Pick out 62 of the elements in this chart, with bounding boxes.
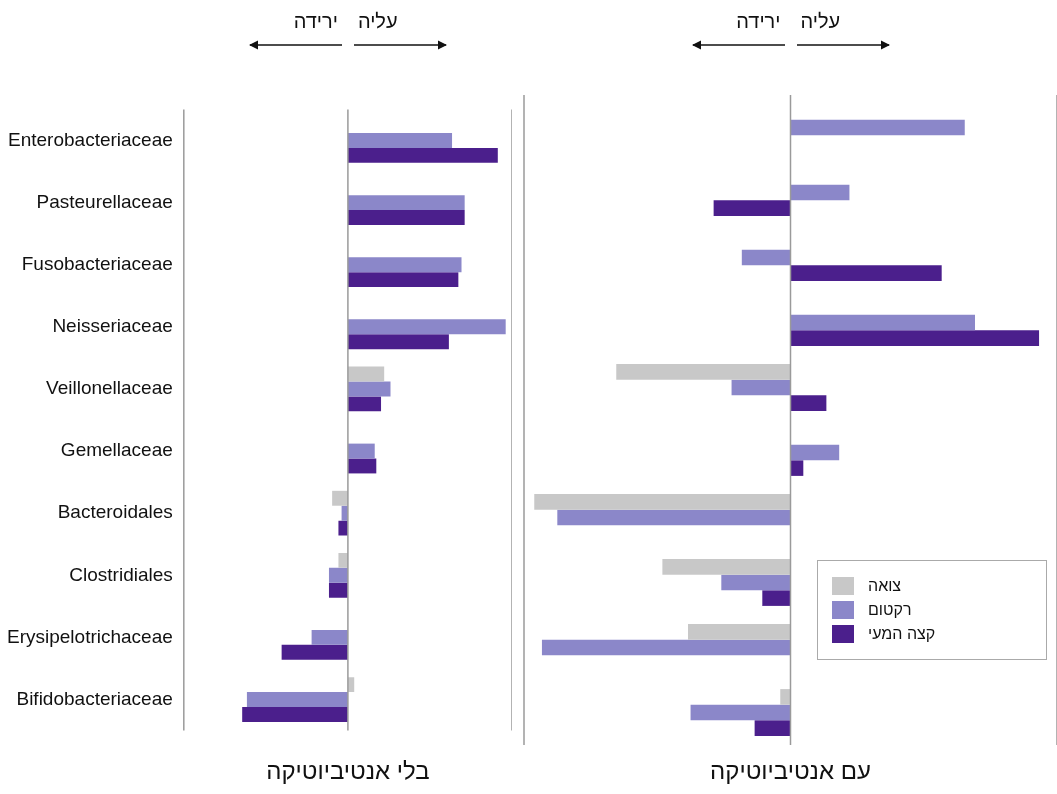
bar	[347, 147, 498, 163]
bar	[662, 559, 791, 575]
bar	[790, 395, 827, 411]
y-tick-label: Fusobacteriaceae	[21, 252, 173, 274]
bar	[790, 444, 840, 461]
x-axis-title: בלי אנטיביוטיקה	[265, 757, 431, 785]
bar	[347, 396, 382, 412]
bar	[328, 567, 348, 583]
bar	[754, 720, 791, 736]
bar	[790, 314, 975, 331]
x-axis-title: עם אנטיביוטיקה	[709, 757, 872, 785]
bar	[328, 582, 348, 598]
bar	[347, 366, 385, 382]
bar	[790, 460, 804, 476]
y-tick-label: Enterobacteriaceae	[8, 128, 173, 150]
bar	[541, 639, 791, 656]
bar	[690, 704, 791, 721]
bar	[347, 195, 465, 211]
bar	[790, 184, 850, 201]
bar	[741, 249, 791, 266]
bar	[246, 692, 348, 707]
y-tick-label: Neisseriaceae	[52, 315, 173, 337]
bar	[347, 319, 506, 335]
bar	[721, 574, 791, 591]
bar	[688, 624, 791, 640]
y-tick-label: Bifidobacteriaceae	[16, 687, 173, 709]
legend-label: צואה	[868, 577, 902, 595]
bar	[242, 706, 348, 722]
bar	[762, 590, 791, 606]
bar	[347, 272, 459, 288]
bar	[347, 210, 465, 225]
text: ירידה	[292, 10, 339, 33]
bar	[347, 133, 453, 148]
y-tick-label: Clostridiales	[69, 563, 173, 585]
bar	[332, 490, 348, 506]
bar	[790, 330, 1040, 346]
text: עליה	[356, 10, 399, 33]
bar	[281, 644, 348, 660]
legend-label: קצה המעי	[868, 625, 936, 643]
y-tick-label: Veillonellaceae	[46, 377, 173, 399]
text: ירידה	[735, 10, 782, 33]
y-tick-label: Pasteurellaceae	[36, 190, 173, 212]
bar	[790, 119, 965, 136]
bar	[338, 552, 348, 568]
legend-label: רקטום	[868, 601, 912, 619]
bar	[347, 257, 462, 273]
bar	[713, 200, 791, 216]
y-tick-label: Bacteroidales	[57, 501, 173, 523]
bar	[347, 443, 375, 459]
bar	[338, 520, 348, 536]
bar	[534, 494, 791, 510]
y-tick-label: Erysipelotrichaceae	[6, 625, 173, 647]
bar	[311, 629, 348, 645]
y-tick-label: Gemellaceae	[60, 439, 173, 461]
bar	[347, 381, 391, 397]
bar	[347, 334, 449, 350]
bar	[790, 265, 942, 281]
bar	[780, 689, 791, 705]
text: עליה	[799, 10, 842, 33]
bar	[731, 379, 791, 396]
bar	[616, 364, 791, 380]
bar	[557, 509, 791, 526]
